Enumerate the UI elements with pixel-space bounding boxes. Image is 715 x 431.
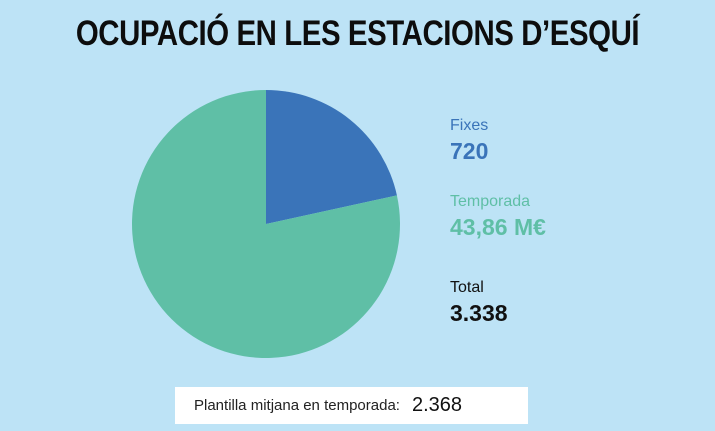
legend-fixes-value: 720 [450,138,489,164]
legend-total-value: 3.338 [450,300,508,326]
legend-temporada: Temporada 43,86 M€ [450,193,546,241]
pie-slice-fixes [266,90,397,224]
average-staff-label: Plantilla mitjana en temporada: [194,397,400,414]
chart-title: OCUPACIÓ EN LES ESTACIONS D’ESQUÍ [75,14,640,53]
pie-chart [132,90,401,358]
legend-total-label: Total [450,279,484,296]
legend-fixes-label: Fixes [450,117,489,134]
legend-fixes: Fixes 720 [450,117,488,165]
legend-total: Total 3.338 [450,279,508,327]
legend-temporada-label: Temporada [450,193,531,210]
average-staff-value: 2.368 [411,394,463,416]
legend-temporada-value: 43,86 M€ [450,214,546,240]
pie-slice-temporada [132,90,401,358]
average-staff-box: Plantilla mitjana en temporada: 2.368 [175,387,528,424]
